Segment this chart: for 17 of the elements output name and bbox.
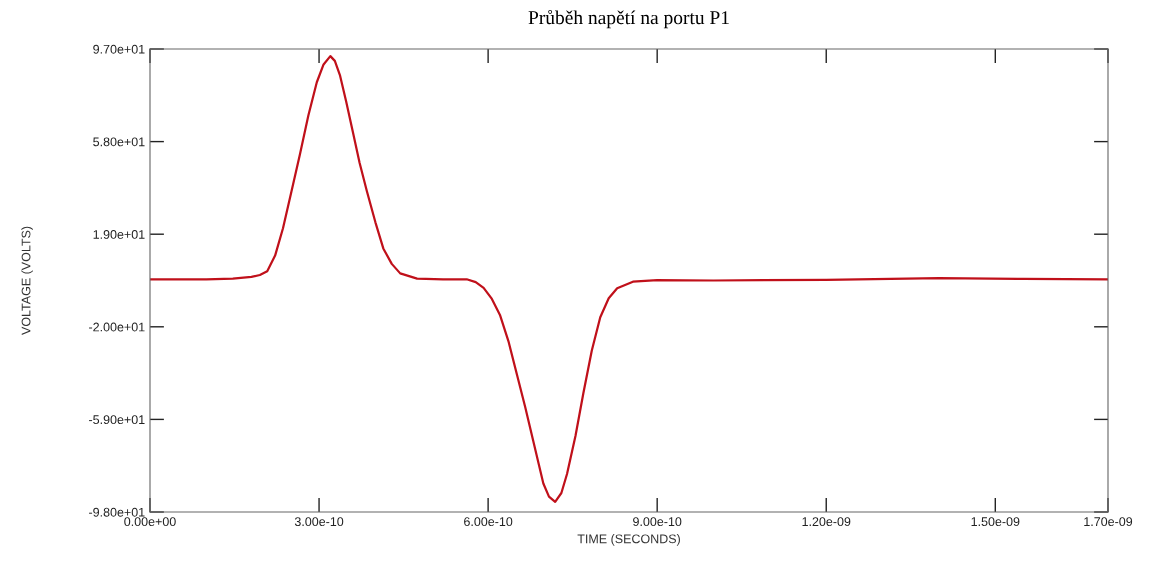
x-tick-label: 1.70e-09 (1084, 517, 1133, 527)
x-tick-label: 3.00e-10 (294, 517, 344, 527)
y-tick-label: 9.70e+01 (93, 44, 145, 54)
x-tick-label: 0.00e+00 (124, 517, 176, 527)
y-tick-label: 5.80e+01 (93, 137, 145, 147)
y-tick-label: -2.00e+01 (89, 322, 145, 332)
x-tick-label: 1.50e-09 (971, 517, 1020, 527)
y-tick-label: -5.90e+01 (89, 415, 145, 425)
y-tick-label: -9.80e+01 (89, 507, 145, 517)
y-axis-title: VOLTAGE (VOLTS) (21, 226, 33, 335)
chart-title: Průběh napětí na portu P1 (528, 9, 729, 29)
line-series (150, 55, 1108, 503)
x-tick-label: 6.00e-10 (464, 517, 513, 527)
y-tick-label: 1.90e+01 (93, 230, 145, 239)
x-axis-title: TIME (SECONDS) (577, 534, 680, 546)
x-tick-label: 9.00e-10 (633, 517, 682, 527)
x-tick-label: 1.20e-09 (802, 517, 851, 527)
